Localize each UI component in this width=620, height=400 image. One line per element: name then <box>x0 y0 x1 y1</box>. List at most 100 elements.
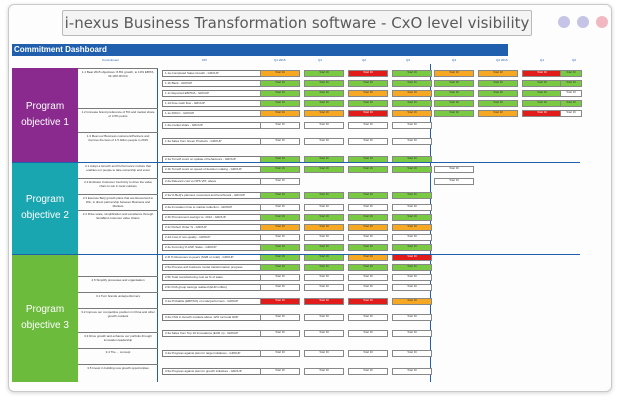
status-cell[interactable]: Total: 00 <box>392 254 432 261</box>
status-cell[interactable]: Total: 00 <box>304 90 344 97</box>
kpi-cell[interactable]: 2.4a Innovation time to market reduction… <box>162 204 262 211</box>
status-cell[interactable]: Total: 00 <box>392 244 432 251</box>
status-cell[interactable]: Total: 00 <box>348 284 388 291</box>
status-cell[interactable]: Total: 00 <box>348 274 388 281</box>
status-cell[interactable]: Total: 00 <box>304 70 344 77</box>
objective-cell[interactable]: 3.1 Turn brands underperformers <box>78 292 158 308</box>
kpi-cell[interactable]: 1.1a Completed Sales Growth - GROUP <box>162 70 262 77</box>
status-cell[interactable]: Total: 00 <box>348 192 388 199</box>
section-objective-3[interactable]: Program objective 3 <box>12 254 78 382</box>
status-cell[interactable]: Total: 00 <box>260 244 300 251</box>
objective-cell[interactable]: 3.4 The ... concept <box>78 348 158 364</box>
status-cell[interactable]: Total: 00 <box>348 100 388 107</box>
status-cell[interactable]: Total: 00 <box>392 110 432 117</box>
status-cell[interactable]: Total: 00 <box>304 330 344 337</box>
status-cell[interactable]: Total: 00 <box>434 110 474 117</box>
status-cell[interactable]: Total: 00 <box>392 122 432 129</box>
section-objective-1[interactable]: Program objective 1 <box>12 68 78 162</box>
status-cell[interactable]: Total: 00 <box>392 214 432 221</box>
status-cell[interactable]: Total: 00 <box>522 110 562 117</box>
status-cell[interactable]: Total: 00 <box>434 80 474 87</box>
status-cell[interactable]: Total: 00 <box>348 314 388 321</box>
status-cell[interactable]: Total: 00 <box>304 234 344 241</box>
kpi-cell[interactable]: 3.1a Profitable (EBITA%) of underperform… <box>162 298 262 305</box>
objective-cell[interactable]: 3.5 Invest in building new growth opport… <box>78 364 158 382</box>
kpi-cell[interactable]: 3.3a Sales from Top 10 Innovations (EUR … <box>162 330 262 337</box>
status-cell[interactable]: Total: 00 <box>392 368 432 375</box>
status-cell[interactable]: Total: 00 <box>260 100 300 107</box>
status-cell[interactable]: Total: 00 <box>560 110 582 117</box>
status-cell[interactable]: Total: 00 <box>560 70 582 77</box>
kpi-cell[interactable]: 2.4b Procurement savings vs. 2012 - GROU… <box>162 214 262 221</box>
status-cell[interactable]: Total: 00 <box>392 204 432 211</box>
status-cell[interactable]: Total: 00 <box>348 80 388 87</box>
status-cell[interactable]: Total: 00 <box>392 80 432 87</box>
kpi-cell[interactable]: 1.1b Bank - GROUP <box>162 80 262 87</box>
status-cell[interactable]: Total: 00 <box>478 70 518 77</box>
status-cell[interactable]: Total: 00 <box>522 90 562 97</box>
status-cell[interactable]: Total: 00 <box>304 314 344 321</box>
status-cell[interactable]: Total: 00 <box>304 100 344 107</box>
status-cell[interactable]: Total: 00 <box>348 214 388 221</box>
status-cell[interactable]: Total: 00 <box>392 330 432 337</box>
status-cell[interactable]: Total: 00 <box>260 122 300 129</box>
status-cell[interactable]: Total: 00 <box>392 234 432 241</box>
objective-cell[interactable]: 1.2 Increase brand preference of 5% and … <box>78 108 158 138</box>
status-cell[interactable]: Total: 00 <box>304 274 344 281</box>
status-cell[interactable]: Total: 00 <box>304 192 344 199</box>
status-cell[interactable]: Total: 00 <box>348 330 388 337</box>
status-cell[interactable]: Total: 00 <box>304 166 344 173</box>
status-cell[interactable]: Total: 00 <box>348 122 388 129</box>
status-cell[interactable]: Total: 00 <box>434 166 474 173</box>
status-cell[interactable]: Total: 00 <box>348 234 388 241</box>
status-cell[interactable]: Total: 00 <box>260 298 300 305</box>
status-cell[interactable]: Total: 00 <box>478 110 518 117</box>
objective-cell[interactable]: 2.2 Embrace Customer Centricity to drive… <box>78 178 158 194</box>
status-cell[interactable]: Total: 00 <box>348 350 388 357</box>
minimize-dot-icon[interactable] <box>558 16 570 28</box>
status-cell[interactable]: Total: 00 <box>478 80 518 87</box>
status-cell[interactable]: Total: 00 <box>434 90 474 97</box>
status-cell[interactable]: Total: 00 <box>392 264 432 271</box>
status-cell[interactable]: Total: 00 <box>392 166 432 173</box>
status-cell[interactable]: Total: 00 <box>434 70 474 77</box>
status-cell[interactable]: Total: 00 <box>392 138 432 145</box>
kpi-cell[interactable]: 1.3a Sales from Green Products - GROUP <box>162 138 262 145</box>
status-cell[interactable]: Total: 00 <box>260 90 300 97</box>
kpi-cell[interactable]: 3.4a Progress against plan for target in… <box>162 350 262 357</box>
kpi-cell[interactable]: 2.3a % BeQ's planned, resourced and benc… <box>162 192 262 199</box>
status-cell[interactable]: Total: 00 <box>348 70 388 77</box>
status-cell[interactable]: Total: 00 <box>304 350 344 357</box>
status-cell[interactable]: Total: 00 <box>260 214 300 221</box>
status-cell[interactable]: Total: 00 <box>260 234 300 241</box>
status-cell[interactable]: Total: 00 <box>304 204 344 211</box>
status-cell[interactable]: Total: 00 <box>392 90 432 97</box>
status-cell[interactable]: Total: 00 <box>392 192 432 199</box>
status-cell[interactable]: Total: 00 <box>560 90 582 97</box>
kpi-cell[interactable]: 2.5c FGS group savings realised (EUR mil… <box>162 284 262 291</box>
kpi-cell[interactable]: 1.1e ROCC - GROUP <box>162 110 262 117</box>
status-cell[interactable]: Total: 00 <box>304 110 344 117</box>
status-cell[interactable]: Total: 00 <box>260 330 300 337</box>
status-cell[interactable]: Total: 00 <box>478 90 518 97</box>
status-cell[interactable]: Total: 00 <box>392 298 432 305</box>
objective-cell[interactable]: 2.1 Adopt a Growth and Performance Cultu… <box>78 162 158 178</box>
status-cell[interactable]: Total: 00 <box>260 274 300 281</box>
status-cell[interactable]: Total: 00 <box>260 138 300 145</box>
status-cell[interactable]: Total: 00 <box>260 166 300 173</box>
status-cell[interactable]: Total: 00 <box>260 80 300 87</box>
status-cell[interactable]: Total: 00 <box>434 100 474 107</box>
status-cell[interactable]: Total: 00 <box>348 138 388 145</box>
status-cell[interactable]: Total: 00 <box>392 284 432 291</box>
status-cell[interactable]: Total: 00 <box>260 368 300 375</box>
kpi-cell[interactable]: 2.5a Process and business model transfor… <box>162 264 262 271</box>
status-cell[interactable]: Total: 00 <box>304 264 344 271</box>
status-cell[interactable]: Total: 00 <box>260 192 300 199</box>
status-cell[interactable]: Total: 00 <box>348 264 388 271</box>
objective-cell[interactable]: 3.2 Improve our competitive position in … <box>78 308 158 332</box>
kpi-cell[interactable]: 2.5b Total manufacturing cost as % of sa… <box>162 274 262 281</box>
status-cell[interactable]: Total: 00 <box>348 368 388 375</box>
status-cell[interactable]: Total: 00 <box>260 254 300 261</box>
kpi-cell[interactable]: 2.4c Perfect Order % - GROUP <box>162 224 262 231</box>
kpi-cell[interactable]: 2.4d Cost of non-quality - GROUP <box>162 234 262 241</box>
